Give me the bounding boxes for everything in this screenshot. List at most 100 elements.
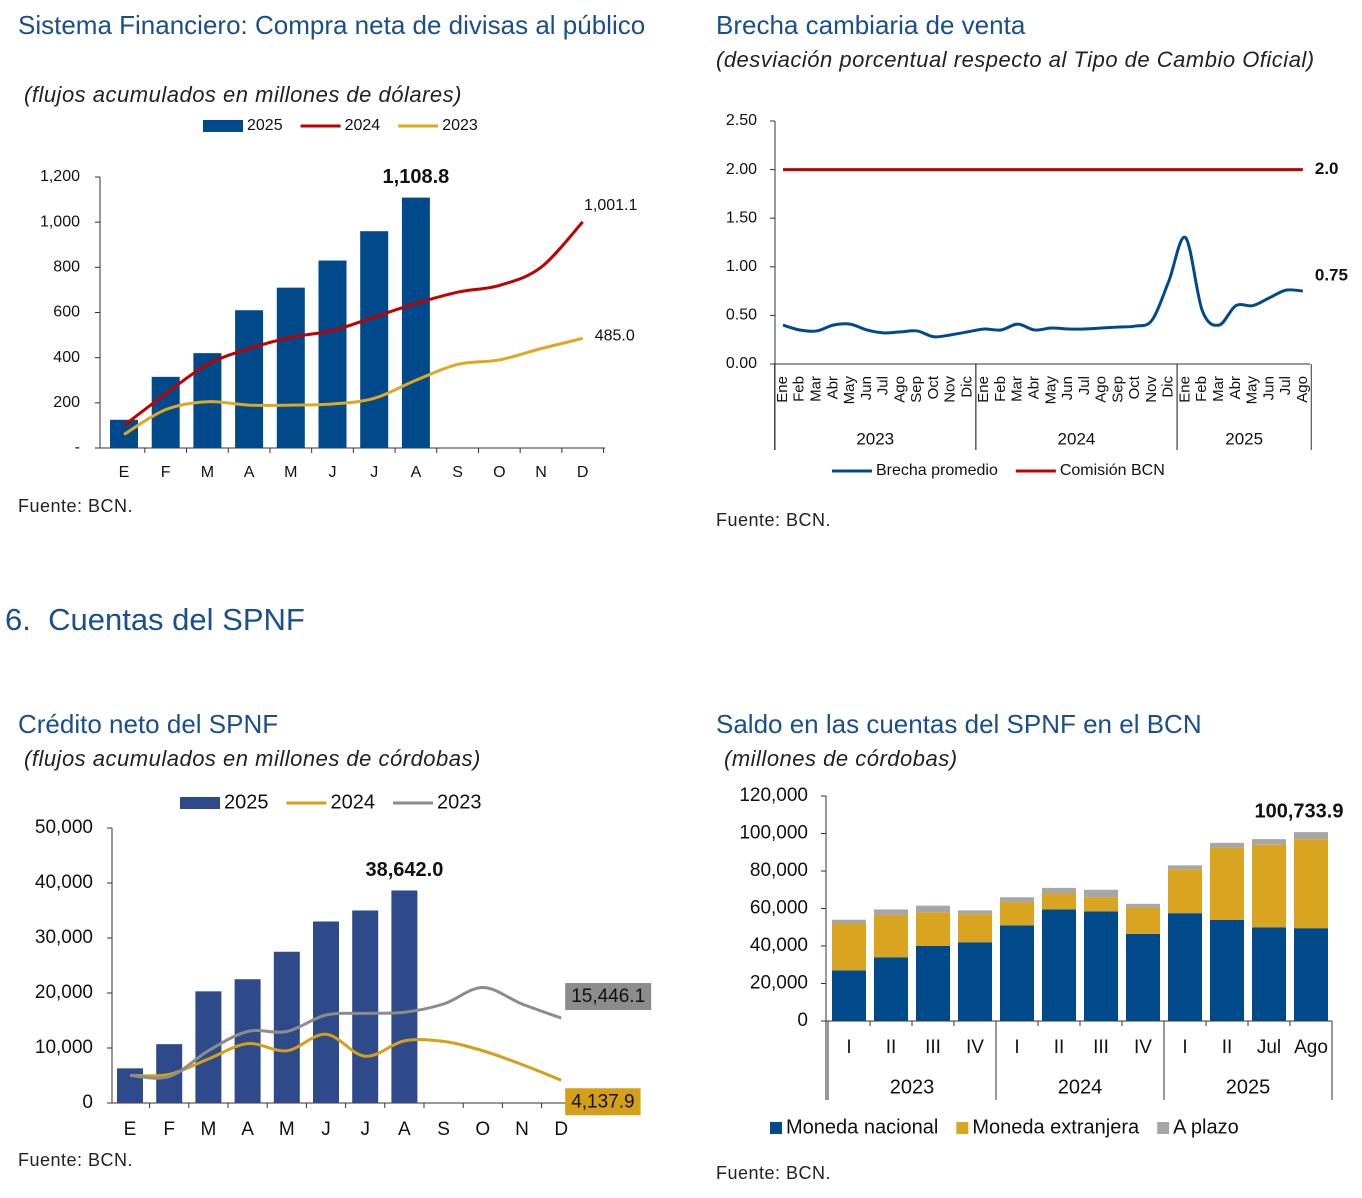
x-tick-label: O bbox=[475, 1119, 490, 1140]
bar-segment bbox=[1084, 911, 1118, 1021]
x-tick-label: J bbox=[360, 1119, 370, 1140]
data-label: 15,446.1 bbox=[571, 986, 645, 1007]
group-label: 2024 bbox=[1058, 1076, 1103, 1098]
y-tick-label: 0.50 bbox=[726, 307, 757, 324]
x-tick-label: D bbox=[554, 1119, 568, 1140]
x-tick-label: Jun bbox=[1059, 376, 1076, 400]
legend-label: Comisión BCN bbox=[1060, 462, 1165, 479]
bar-segment bbox=[1294, 928, 1328, 1021]
y-tick-label: 40,000 bbox=[750, 935, 808, 956]
bar-segment bbox=[1210, 847, 1244, 920]
x-tick-label: II bbox=[886, 1037, 897, 1058]
bar-segment bbox=[832, 923, 866, 971]
x-tick-label: Ago bbox=[1093, 376, 1110, 403]
source: Fuente: BCN. bbox=[18, 496, 134, 516]
bar-segment bbox=[1084, 889, 1118, 898]
bar-segment bbox=[1000, 925, 1034, 1021]
y-tick-label: 800 bbox=[53, 259, 80, 276]
y-tick-label: 0.00 bbox=[726, 355, 757, 372]
data-label: 4,137.9 bbox=[571, 1091, 634, 1112]
x-tick-label: Abr bbox=[1026, 376, 1043, 399]
x-tick-label: F bbox=[163, 1119, 175, 1140]
x-tick-label: I bbox=[1014, 1037, 1019, 1058]
y-tick-label: 1.00 bbox=[726, 258, 757, 275]
bar-segment bbox=[1042, 893, 1076, 910]
y-tick-label: 80,000 bbox=[750, 860, 808, 881]
x-tick-label: IV bbox=[966, 1037, 984, 1058]
bar-segment bbox=[1252, 839, 1286, 845]
line bbox=[129, 985, 562, 1080]
x-tick-label: Sep bbox=[908, 376, 925, 403]
legend-label: 2024 bbox=[345, 117, 381, 134]
x-tick-label: A bbox=[411, 464, 422, 481]
x-tick-label: Ene bbox=[975, 376, 992, 403]
x-tick-label: D bbox=[577, 464, 589, 481]
x-tick-label: I bbox=[846, 1037, 851, 1058]
chart-title: Brecha cambiaria de venta bbox=[716, 10, 1026, 40]
bar-segment bbox=[1126, 903, 1160, 908]
bar bbox=[318, 260, 347, 448]
x-tick-label: Nov bbox=[1143, 376, 1160, 403]
bar-segment bbox=[916, 946, 950, 1021]
y-tick-label: 2.00 bbox=[726, 161, 757, 178]
y-tick-label: 60,000 bbox=[750, 898, 808, 919]
source: Fuente: BCN. bbox=[18, 1150, 134, 1170]
group-label: 2025 bbox=[1225, 429, 1263, 448]
section-title: Cuentas del SPNF bbox=[48, 602, 305, 637]
x-tick-label: Jul bbox=[875, 376, 892, 395]
x-tick-label: May bbox=[841, 376, 858, 405]
bar bbox=[235, 310, 264, 448]
data-label: 1,108.8 bbox=[383, 166, 450, 188]
bar-segment bbox=[1000, 897, 1034, 902]
x-tick-label: Nov bbox=[942, 376, 959, 403]
x-tick-label: Ago bbox=[1294, 1037, 1328, 1058]
bar bbox=[151, 376, 180, 448]
x-tick-label: Sep bbox=[1109, 376, 1126, 403]
x-tick-label: F bbox=[161, 464, 171, 481]
total-label: 100,733.9 bbox=[1255, 800, 1344, 822]
y-tick-label: 400 bbox=[53, 349, 80, 366]
bar-segment bbox=[1210, 919, 1244, 1021]
legend-swatch bbox=[1157, 1122, 1170, 1134]
section-heading: 6. Cuentas del SPNF bbox=[5, 602, 305, 637]
x-tick-label: II bbox=[1054, 1037, 1065, 1058]
x-tick-label: Jul bbox=[1277, 376, 1294, 395]
chart-subtitle: (flujos acumulados en millones de córdob… bbox=[24, 746, 481, 771]
y-tick-label: 30,000 bbox=[35, 927, 93, 948]
x-tick-label: May bbox=[1244, 376, 1261, 405]
x-tick-label: Ago bbox=[891, 376, 908, 403]
x-tick-label: M bbox=[279, 1119, 295, 1140]
x-tick-label: Oct bbox=[925, 375, 942, 399]
bar-segment bbox=[874, 957, 908, 1021]
group-label: 2023 bbox=[856, 429, 894, 448]
chart-title: Crédito neto del SPNF bbox=[18, 709, 279, 739]
x-tick-label: M bbox=[284, 464, 297, 481]
line bbox=[129, 1032, 562, 1082]
chart-subtitle: (millones de córdobas) bbox=[724, 746, 958, 771]
x-tick-label: S bbox=[452, 464, 463, 481]
x-tick-label: S bbox=[437, 1119, 450, 1140]
bar-segment bbox=[832, 970, 866, 1021]
group-label: 2025 bbox=[1226, 1076, 1271, 1098]
x-tick-label: J bbox=[370, 464, 378, 481]
x-tick-label: Jul bbox=[1257, 1037, 1281, 1058]
y-tick-label: 120,000 bbox=[739, 785, 808, 806]
x-tick-label: IV bbox=[1134, 1037, 1152, 1058]
legend-label: 2025 bbox=[224, 791, 269, 813]
legend-label: 2023 bbox=[442, 117, 478, 134]
x-tick-label: Abr bbox=[824, 376, 841, 399]
bar-segment bbox=[958, 910, 992, 915]
x-tick-label: Abr bbox=[1227, 376, 1244, 399]
chart-subtitle: (flujos acumulados en millones de dólare… bbox=[24, 82, 462, 107]
x-tick-label: Jun bbox=[1260, 376, 1277, 400]
y-tick-label: 0 bbox=[82, 1092, 93, 1113]
x-tick-label: Jun bbox=[858, 376, 875, 400]
bar-segment bbox=[1210, 842, 1244, 848]
x-tick-label: A bbox=[398, 1119, 411, 1140]
bar-segment bbox=[874, 915, 908, 958]
data-label: 485.0 bbox=[595, 328, 635, 345]
x-tick-label: Feb bbox=[992, 376, 1009, 402]
x-tick-label: I bbox=[1182, 1037, 1187, 1058]
bar-segment bbox=[1294, 839, 1328, 929]
bar-segment bbox=[1042, 909, 1076, 1021]
